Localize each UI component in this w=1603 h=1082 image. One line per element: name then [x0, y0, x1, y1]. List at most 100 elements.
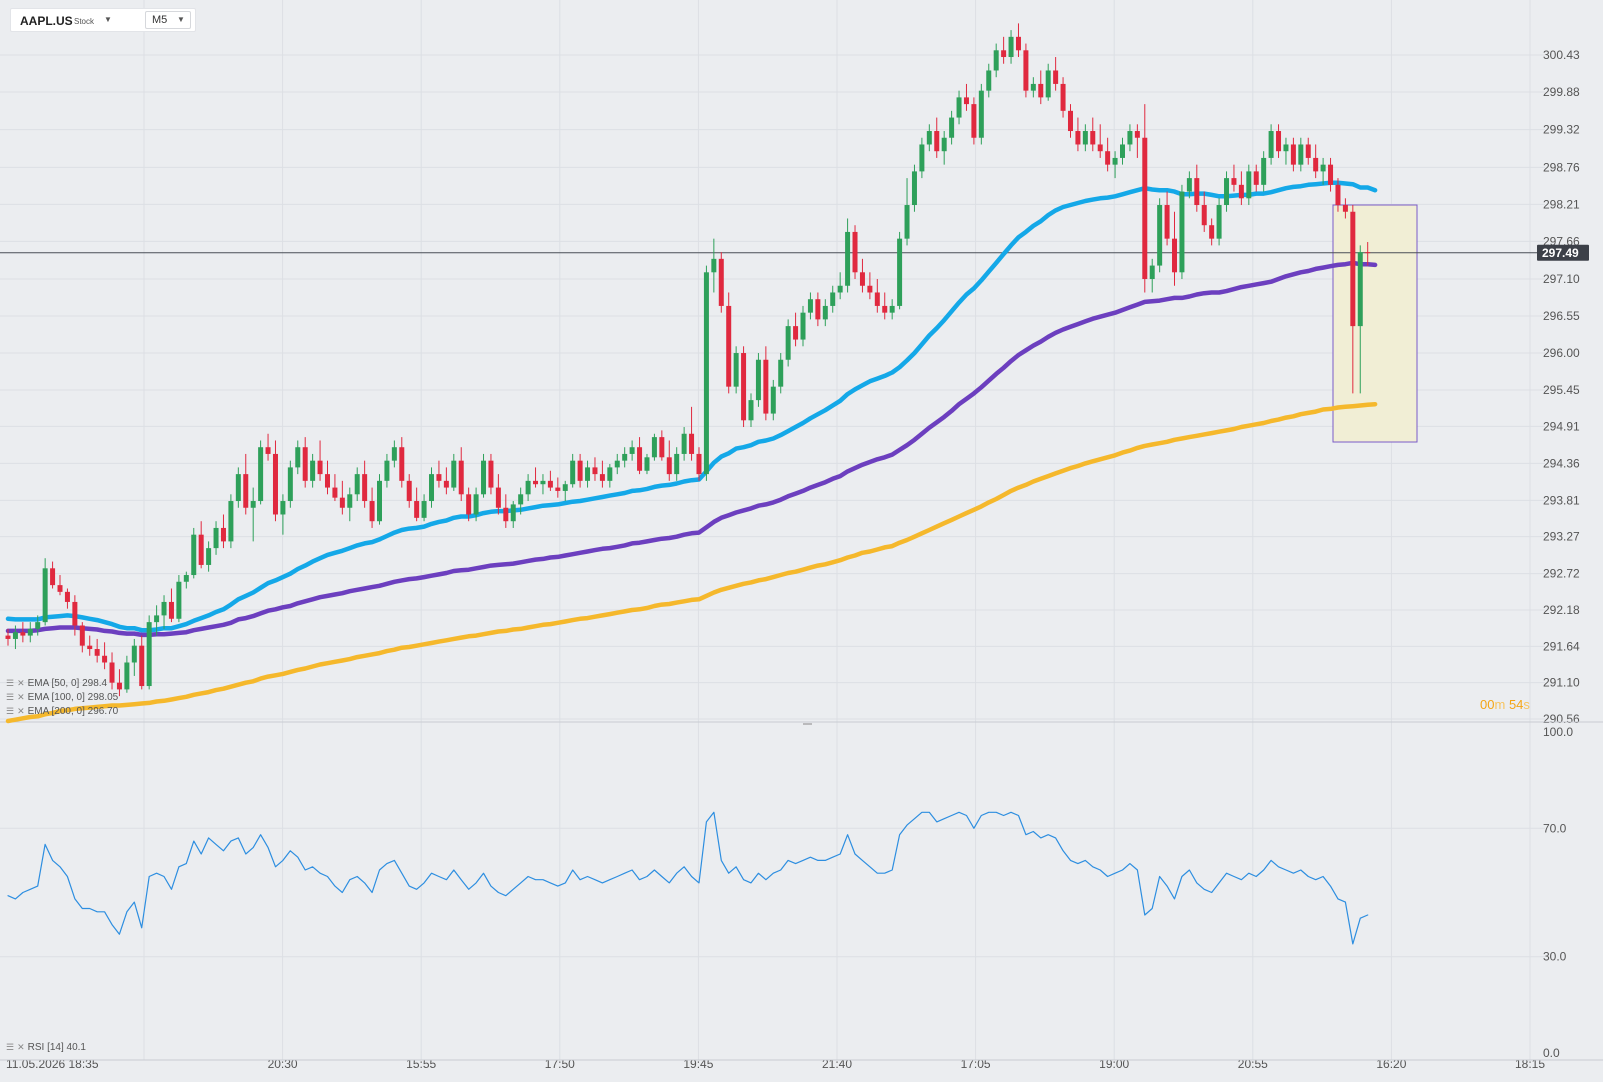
- candle-body: [42, 568, 48, 623]
- indicator-remove-icon[interactable]: ✕: [17, 706, 25, 716]
- candle-body: [614, 460, 620, 468]
- current-price-label: 297.49: [1542, 246, 1579, 260]
- candle-body: [1283, 144, 1289, 152]
- candle-body: [146, 622, 152, 687]
- candle-body: [1179, 191, 1185, 273]
- candle-body: [963, 97, 969, 105]
- candle-body: [310, 460, 316, 481]
- candle-body: [272, 453, 278, 515]
- candle-body: [518, 494, 524, 505]
- candle-body: [250, 501, 256, 508]
- candle-body: [941, 137, 947, 152]
- candle-body: [1134, 131, 1140, 138]
- price-tick-label: 296.55: [1543, 309, 1580, 323]
- candle-body: [451, 460, 457, 488]
- price-tick-label: 291.10: [1543, 676, 1580, 690]
- candle-body: [555, 487, 561, 491]
- indicator-settings-icon[interactable]: ☰: [6, 678, 15, 688]
- symbol-dropdown-icon[interactable]: ▼: [104, 15, 112, 24]
- candle-body: [317, 460, 323, 475]
- candle-body: [629, 447, 635, 454]
- candle-body: [748, 400, 754, 421]
- candle-body: [72, 601, 78, 626]
- candle-body: [295, 447, 301, 468]
- indicator-ema100[interactable]: ☰ ✕ EMA [100, 0] 298.05: [6, 692, 118, 703]
- candle-body: [1238, 184, 1244, 199]
- candle-body: [547, 480, 553, 488]
- candle-body: [897, 238, 903, 306]
- rsi-panel: [0, 724, 1603, 1064]
- candle-body: [473, 494, 479, 515]
- candle-body: [116, 682, 122, 690]
- candle-body: [1090, 131, 1096, 145]
- candle-body: [1328, 164, 1334, 185]
- candle-body: [1060, 83, 1066, 111]
- candle-body: [1015, 36, 1021, 51]
- indicator-settings-icon[interactable]: ☰: [6, 1042, 15, 1052]
- candle-body: [926, 131, 932, 145]
- instrument-type-label: Stock: [74, 17, 95, 26]
- indicator-settings-icon[interactable]: ☰: [6, 706, 15, 716]
- symbol-header[interactable]: AAPL.US Stock ▼ M5 ▼: [10, 8, 196, 32]
- timeframe-dropdown-icon[interactable]: ▼: [177, 15, 185, 24]
- rsi-tick-label: 100.0: [1543, 725, 1573, 739]
- candle-body: [235, 474, 241, 502]
- candle-body: [176, 581, 182, 619]
- candle-body: [258, 447, 264, 502]
- candle-body: [1261, 157, 1267, 185]
- indicator-settings-icon[interactable]: ☰: [6, 692, 15, 702]
- candle-body: [1112, 157, 1118, 165]
- candle-body: [793, 326, 799, 340]
- rsi-tick-label: 30.0: [1543, 950, 1567, 964]
- candle-body: [815, 299, 821, 320]
- candle-body: [733, 353, 739, 387]
- price-tick-label: 290.56: [1543, 712, 1580, 726]
- candle-body: [1075, 131, 1081, 145]
- candle-body: [481, 460, 487, 495]
- indicator-ema50[interactable]: ☰ ✕ EMA [50, 0] 298.4: [6, 678, 107, 689]
- candle-body: [377, 480, 382, 522]
- indicator-remove-icon[interactable]: ✕: [17, 678, 25, 688]
- indicator-rsi[interactable]: ☰ ✕ RSI [14] 40.1: [6, 1042, 86, 1053]
- candle-body: [466, 494, 472, 515]
- candle-body: [852, 231, 858, 273]
- candle-body: [1172, 238, 1178, 273]
- candle-body: [1149, 265, 1155, 280]
- candle-body: [785, 326, 791, 360]
- candle-body: [837, 285, 843, 293]
- candle-body: [109, 662, 115, 683]
- candle-body: [1365, 252, 1371, 254]
- price-tick-label: 293.27: [1543, 530, 1580, 544]
- candle-body: [1082, 131, 1088, 145]
- candle-body: [674, 453, 680, 475]
- candle-body: [183, 575, 189, 582]
- indicator-ema200[interactable]: ☰ ✕ EMA [200, 0] 296.70: [6, 706, 118, 717]
- indicator-remove-icon[interactable]: ✕: [17, 692, 25, 702]
- candle-body: [50, 568, 56, 586]
- candle-body: [830, 292, 836, 306]
- candle-body: [131, 645, 137, 663]
- candle-body: [770, 386, 776, 414]
- candle-body: [882, 305, 888, 313]
- candle-body: [1216, 205, 1222, 239]
- candle-body: [1120, 144, 1125, 158]
- candle-body: [139, 645, 145, 687]
- candle-body: [919, 144, 925, 172]
- candle-body: [161, 601, 167, 616]
- timeframe-selector[interactable]: M5 ▼: [145, 11, 191, 29]
- indicator-remove-icon[interactable]: ✕: [17, 1042, 25, 1052]
- candle-body: [458, 460, 464, 495]
- time-tick-label: 17:50: [545, 1057, 575, 1071]
- rsi-line: [7, 811, 1369, 945]
- price-tick-label: 292.72: [1543, 567, 1580, 581]
- candle-body: [1350, 211, 1356, 327]
- candle-body: [1053, 70, 1059, 84]
- candle-body: [1313, 157, 1319, 172]
- candle-body: [228, 501, 234, 542]
- candle-body: [993, 50, 999, 71]
- time-tick-label: 16:20: [1376, 1057, 1406, 1071]
- candle-body: [1268, 131, 1274, 158]
- candle-body: [1164, 205, 1170, 239]
- candle-body: [1097, 144, 1103, 152]
